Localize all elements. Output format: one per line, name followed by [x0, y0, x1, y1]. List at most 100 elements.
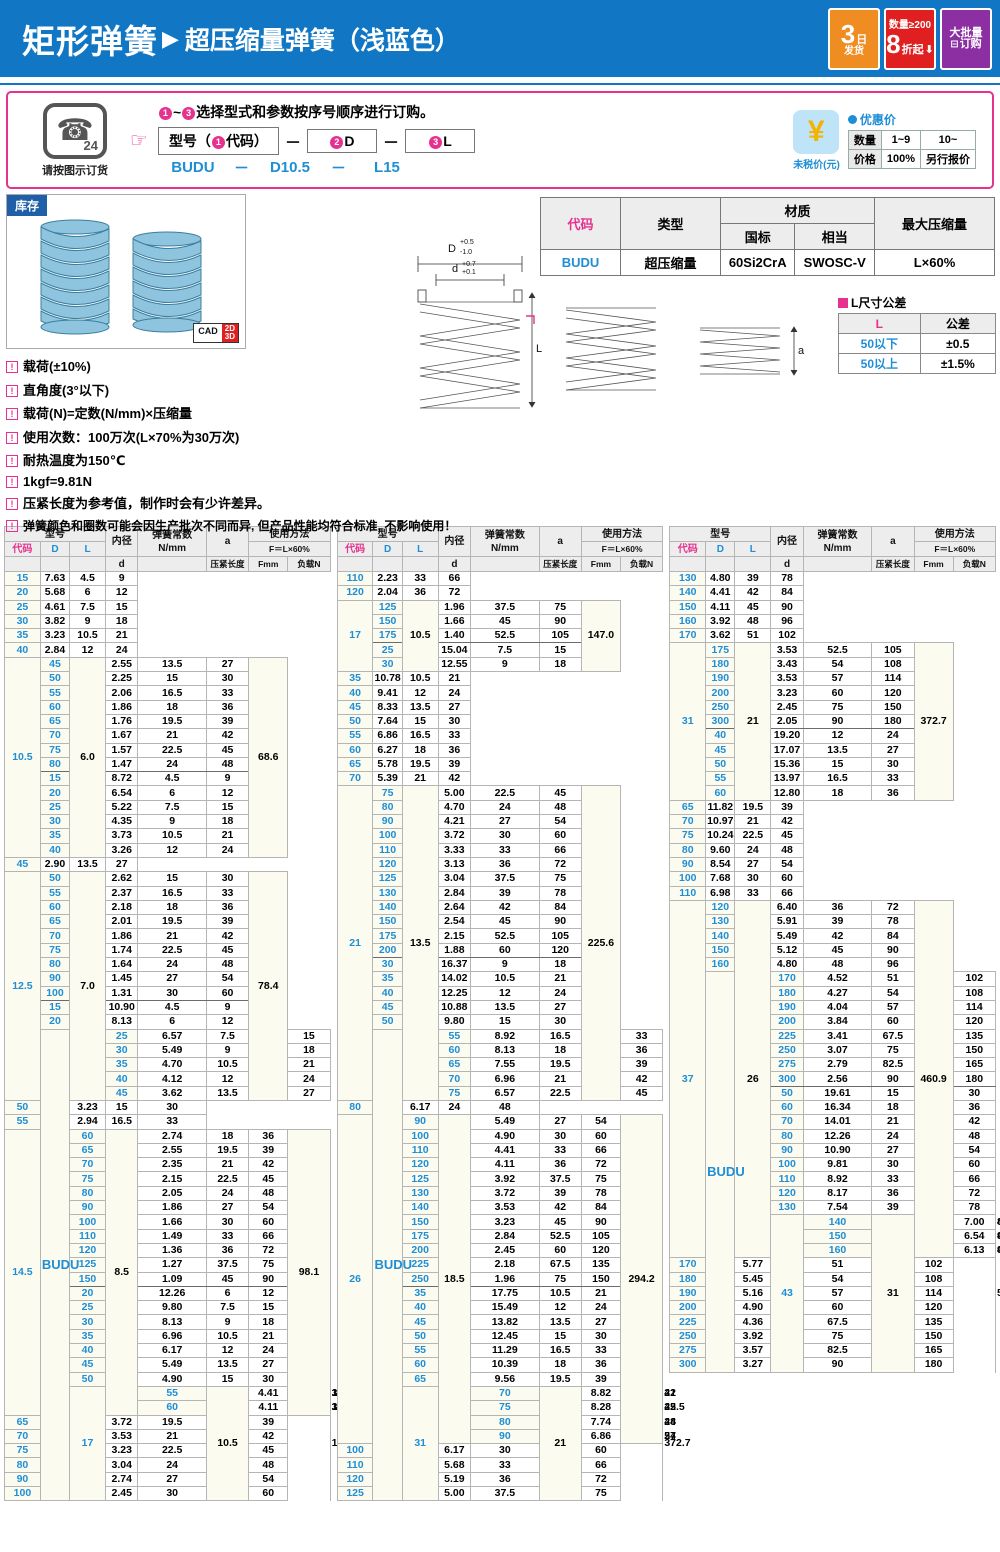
cell-L[interactable]: 15: [4, 570, 41, 587]
table-row[interactable]: 604.111836: [5, 1400, 343, 1416]
table-row[interactable]: 200 3.84 60 120: [670, 1014, 996, 1030]
table-row[interactable]: 275 3.57 82.5 165: [669, 1343, 996, 1359]
cell-L[interactable]: 90: [372, 814, 403, 830]
table-row[interactable]: 75 1.74 22.5 45: [5, 942, 331, 959]
cell-L[interactable]: 120: [336, 585, 374, 601]
cell-L[interactable]: 200: [705, 685, 736, 701]
table-row[interactable]: 225 4.36 67.5 135: [669, 1314, 996, 1330]
cell-L[interactable]: 65: [69, 1142, 106, 1159]
table-row[interactable]: 37 120 26 6.40 36 72 460.9: [669, 899, 996, 1259]
table-row[interactable]: 250 3.07 75 150: [670, 1042, 996, 1059]
table-row[interactable]: 20 8.13 6 12: [5, 1014, 331, 1030]
table-row[interactable]: 60 8.13 18 36: [337, 1042, 664, 1059]
cell-L[interactable]: 190: [770, 999, 804, 1016]
cell-L[interactable]: 60: [770, 1099, 804, 1116]
cell-L[interactable]: 200: [770, 1014, 804, 1030]
cell-L[interactable]: 50: [4, 1099, 41, 1116]
cell-L[interactable]: 80: [69, 1185, 106, 1202]
table-row[interactable]: 35 3.23 10.5 21: [4, 628, 331, 644]
cell-L[interactable]: 120: [770, 1185, 804, 1202]
cell-L[interactable]: 150: [705, 942, 736, 959]
table-row[interactable]: 80 2.05 24 48: [5, 1185, 331, 1202]
cell-L[interactable]: 55: [39, 885, 71, 901]
cell-L[interactable]: 40: [705, 728, 736, 744]
table-row[interactable]: 80 12.26 24 48: [670, 1128, 996, 1144]
cell-L[interactable]: 75: [437, 1085, 472, 1101]
cell-L[interactable]: 60: [401, 1357, 439, 1373]
table-row[interactable]: 300 3.27 90 180: [669, 1357, 996, 1373]
cell-L[interactable]: 45: [705, 742, 736, 758]
cad-badge[interactable]: CAD 2D 3D: [193, 323, 239, 343]
table-row[interactable]: 190 4.04 57 114: [670, 999, 996, 1016]
cell-L[interactable]: 80: [470, 1414, 540, 1430]
table-row[interactable]: 30 5.49 9 18: [5, 1042, 331, 1059]
table-row[interactable]: 200 3.23 60 120: [670, 685, 996, 701]
cell-L[interactable]: 130: [770, 1200, 804, 1216]
cell-L[interactable]: 70: [39, 728, 71, 744]
cell-L[interactable]: 50: [39, 871, 71, 887]
table-row[interactable]: 125 5.00 37.5 75: [336, 1485, 663, 1502]
cell-L[interactable]: 60: [437, 1042, 472, 1059]
cell-L[interactable]: 70: [669, 814, 707, 830]
cell-L[interactable]: 65: [39, 713, 71, 730]
table-row[interactable]: 70 6.96 21 42: [337, 1071, 664, 1087]
cell-L[interactable]: 190: [705, 671, 736, 687]
table-row[interactable]: 160 3.92 48 96: [669, 613, 996, 630]
cell-L[interactable]: 20: [4, 585, 41, 601]
table-row[interactable]: 60 2.18 18 36: [5, 899, 331, 916]
table-row[interactable]: 90 8.54 27 54: [669, 856, 996, 873]
cell-L[interactable]: 45: [39, 656, 71, 673]
table-row[interactable]: 80 9.60 24 48: [669, 842, 996, 858]
cell-L[interactable]: 30: [69, 1314, 106, 1330]
table-row[interactable]: 90 1.45 27 54: [5, 971, 331, 987]
cell-L[interactable]: 300: [770, 1071, 804, 1087]
cell-L[interactable]: 90: [770, 1142, 804, 1159]
table-row[interactable]: 45 13.82 13.5 27: [337, 1314, 663, 1330]
cell-L[interactable]: 45: [401, 1314, 439, 1330]
cell-L[interactable]: 75: [669, 828, 707, 844]
table-row[interactable]: 45 2.90 13.5 27: [4, 856, 331, 873]
table-row[interactable]: 150 4.11 45 90: [669, 599, 996, 615]
table-row[interactable]: 15 7.63 4.5 9: [4, 570, 331, 587]
cell-L[interactable]: 30: [372, 957, 403, 973]
cell-L[interactable]: 130: [705, 914, 736, 930]
table-row[interactable]: 35 6.96 10.5 21: [5, 1328, 331, 1345]
table-row[interactable]: 60 16.34 18 36: [670, 1099, 996, 1116]
table-row[interactable]: 75 6.57 22.5 45: [337, 1085, 664, 1101]
table-row[interactable]: 75 1.57 22.5 45: [5, 742, 331, 758]
table-row[interactable]: 30 4.35 9 18: [5, 814, 331, 830]
table-row[interactable]: 225 3.41 67.5 135: [670, 1028, 996, 1044]
cell-L[interactable]: 150: [69, 1271, 106, 1287]
table-row[interactable]: 100 7.68 30 60: [669, 871, 996, 887]
table-row[interactable]: 40 2.84 12 24: [4, 642, 331, 658]
table-row[interactable]: 225 2.18 67.5 135: [337, 1257, 663, 1273]
table-row[interactable]: 130 4.80 39 78: [669, 570, 996, 587]
cell-L[interactable]: 55: [137, 1385, 207, 1402]
table-row[interactable]: 300 2.05 90 180: [670, 713, 996, 730]
cell-L[interactable]: 45: [104, 1085, 139, 1101]
cell-L[interactable]: 275: [669, 1343, 707, 1359]
cell-L[interactable]: 30: [372, 656, 403, 673]
cell-L[interactable]: 20: [39, 785, 71, 801]
cell-L[interactable]: 55: [4, 1114, 41, 1130]
cell-L[interactable]: 75: [372, 785, 403, 801]
table-row[interactable]: 65 11.82 19.5 39: [669, 799, 996, 816]
table-row[interactable]: 120 4.11 36 72: [337, 1157, 663, 1173]
table-row[interactable]: 30 3.82 9 18: [4, 613, 331, 630]
cell-L[interactable]: 55: [437, 1028, 472, 1044]
table-row[interactable]: 160 4.80 48 96: [670, 957, 996, 973]
cell-L[interactable]: 190: [669, 1285, 707, 1302]
table-row[interactable]: 140 4.41 42 84: [669, 585, 996, 601]
table-row[interactable]: 12.5 50 7.0 2.62 15 30 78.4: [4, 871, 331, 1101]
cell-L[interactable]: 90: [39, 971, 71, 987]
table-row[interactable]: 50 3.23 15 30: [4, 1099, 331, 1116]
table-row[interactable]: 50 9.80 15 30: [337, 1014, 663, 1030]
table-row[interactable]: 40 4.12 12 24: [5, 1071, 331, 1087]
cell-L[interactable]: 120: [336, 1471, 374, 1488]
table-row[interactable]: 110 3.33 33 66: [337, 842, 663, 858]
cell-L[interactable]: 120: [705, 899, 736, 916]
cell-L[interactable]: 55: [705, 771, 736, 787]
table-row[interactable]: 14.5 60 8.5 2.74 18 36 98.1: [4, 1128, 331, 1416]
